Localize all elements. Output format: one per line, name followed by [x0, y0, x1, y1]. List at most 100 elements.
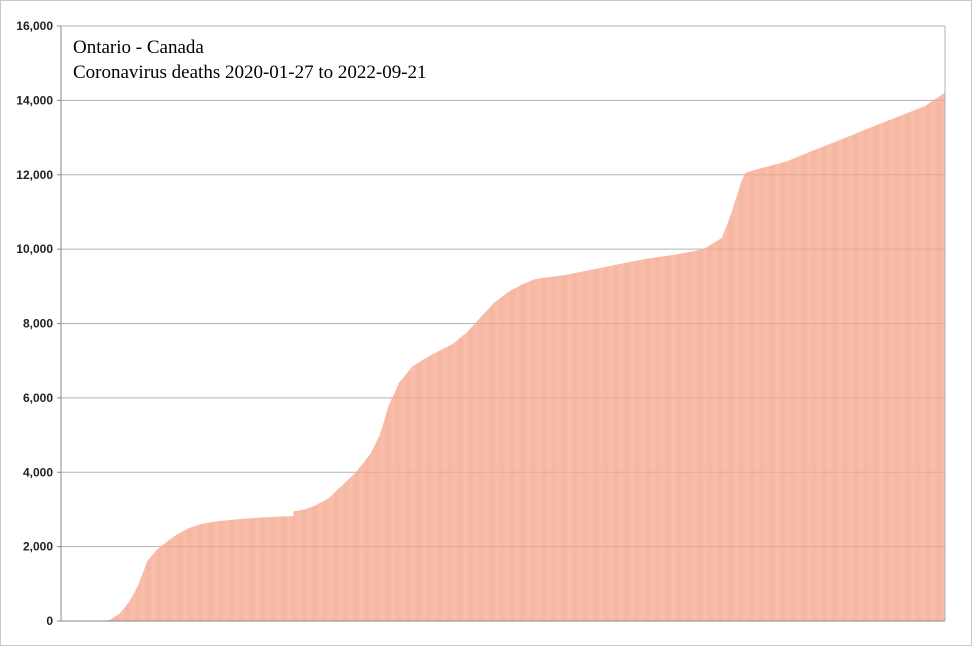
title-line-2: Coronavirus deaths 2020-01-27 to 2022-09… — [73, 62, 427, 83]
y-tick-label: 0 — [46, 614, 53, 628]
daily-bar — [910, 111, 912, 622]
daily-bar — [133, 594, 134, 621]
daily-bar — [609, 266, 610, 621]
daily-bar — [491, 305, 493, 621]
daily-bar — [664, 256, 666, 621]
daily-bar — [417, 362, 419, 621]
daily-bar — [757, 168, 759, 621]
daily-bar — [281, 516, 283, 621]
daily-bar — [778, 163, 779, 621]
daily-bar — [124, 606, 126, 621]
daily-bar — [861, 130, 863, 621]
daily-bar — [744, 174, 746, 621]
daily-bar — [217, 521, 219, 621]
daily-bar — [866, 129, 868, 621]
daily-bar — [761, 167, 763, 621]
daily-bar — [882, 122, 884, 621]
daily-bar — [671, 255, 673, 621]
daily-bar — [887, 120, 889, 622]
daily-bar — [307, 508, 309, 621]
daily-bar — [653, 257, 654, 621]
daily-bar — [809, 151, 811, 621]
daily-bar — [128, 602, 130, 621]
daily-bar — [721, 237, 723, 621]
daily-bar — [360, 466, 361, 621]
daily-bar — [720, 238, 722, 621]
daily-bar — [303, 509, 305, 621]
daily-bar — [234, 519, 236, 621]
daily-bar — [843, 138, 845, 621]
daily-bar — [477, 320, 478, 621]
daily-bar — [185, 529, 187, 621]
daily-bar — [446, 346, 448, 621]
daily-bar — [212, 521, 214, 621]
daily-bar — [706, 246, 708, 621]
daily-bar — [837, 140, 839, 622]
daily-bar — [260, 517, 262, 621]
daily-bar — [591, 269, 592, 621]
daily-bar — [480, 316, 482, 621]
daily-bar — [852, 134, 854, 621]
daily-bar — [367, 457, 369, 621]
daily-bar — [407, 371, 409, 621]
daily-bar — [331, 494, 333, 621]
daily-bar — [520, 284, 522, 621]
daily-bar — [340, 487, 341, 621]
daily-bar — [855, 133, 857, 621]
daily-bar — [414, 365, 415, 621]
daily-bar — [704, 248, 705, 621]
daily-bar — [622, 263, 624, 621]
daily-bar — [458, 338, 460, 621]
daily-bar — [747, 172, 748, 621]
daily-bar — [382, 426, 383, 621]
daily-bar — [553, 276, 555, 621]
daily-bar — [279, 516, 280, 621]
daily-bar — [737, 194, 738, 621]
daily-bar — [745, 172, 746, 621]
daily-bar — [823, 146, 825, 621]
daily-bar — [883, 122, 885, 622]
daily-bar — [608, 266, 610, 621]
daily-bar — [793, 158, 795, 621]
daily-bar — [637, 260, 639, 621]
daily-bar — [344, 482, 346, 621]
daily-bar — [630, 261, 631, 621]
daily-bar — [195, 525, 196, 621]
daily-bar — [330, 496, 331, 621]
daily-bar — [533, 279, 535, 621]
daily-bar — [472, 325, 474, 621]
daily-bar — [824, 145, 826, 621]
daily-bar — [749, 171, 751, 621]
daily-bar — [726, 223, 728, 621]
daily-bar — [687, 252, 689, 621]
daily-bar — [371, 451, 372, 621]
daily-bar — [785, 161, 787, 622]
daily-bar — [838, 140, 839, 621]
daily-bar — [699, 249, 701, 621]
daily-bar — [800, 155, 802, 621]
daily-bar — [176, 534, 178, 621]
daily-bar — [293, 511, 295, 621]
daily-bar — [506, 293, 507, 621]
daily-bar — [936, 97, 938, 621]
daily-bar — [884, 121, 886, 621]
daily-bar — [641, 259, 642, 621]
daily-bar — [604, 266, 606, 621]
daily-bar — [573, 273, 575, 621]
daily-bar — [865, 129, 867, 621]
daily-bar — [790, 159, 792, 621]
daily-bar — [400, 380, 402, 621]
daily-bar — [383, 420, 385, 621]
daily-bar — [794, 158, 796, 621]
daily-bar — [402, 378, 403, 621]
daily-bar — [917, 108, 919, 621]
daily-bar — [426, 357, 428, 621]
daily-bar — [493, 303, 495, 621]
daily-bar — [227, 520, 229, 621]
daily-bar — [628, 262, 630, 621]
daily-bar — [374, 444, 376, 621]
daily-bar — [821, 146, 823, 622]
daily-bar — [782, 162, 784, 621]
daily-bar — [694, 250, 695, 622]
daily-bar — [568, 274, 569, 621]
